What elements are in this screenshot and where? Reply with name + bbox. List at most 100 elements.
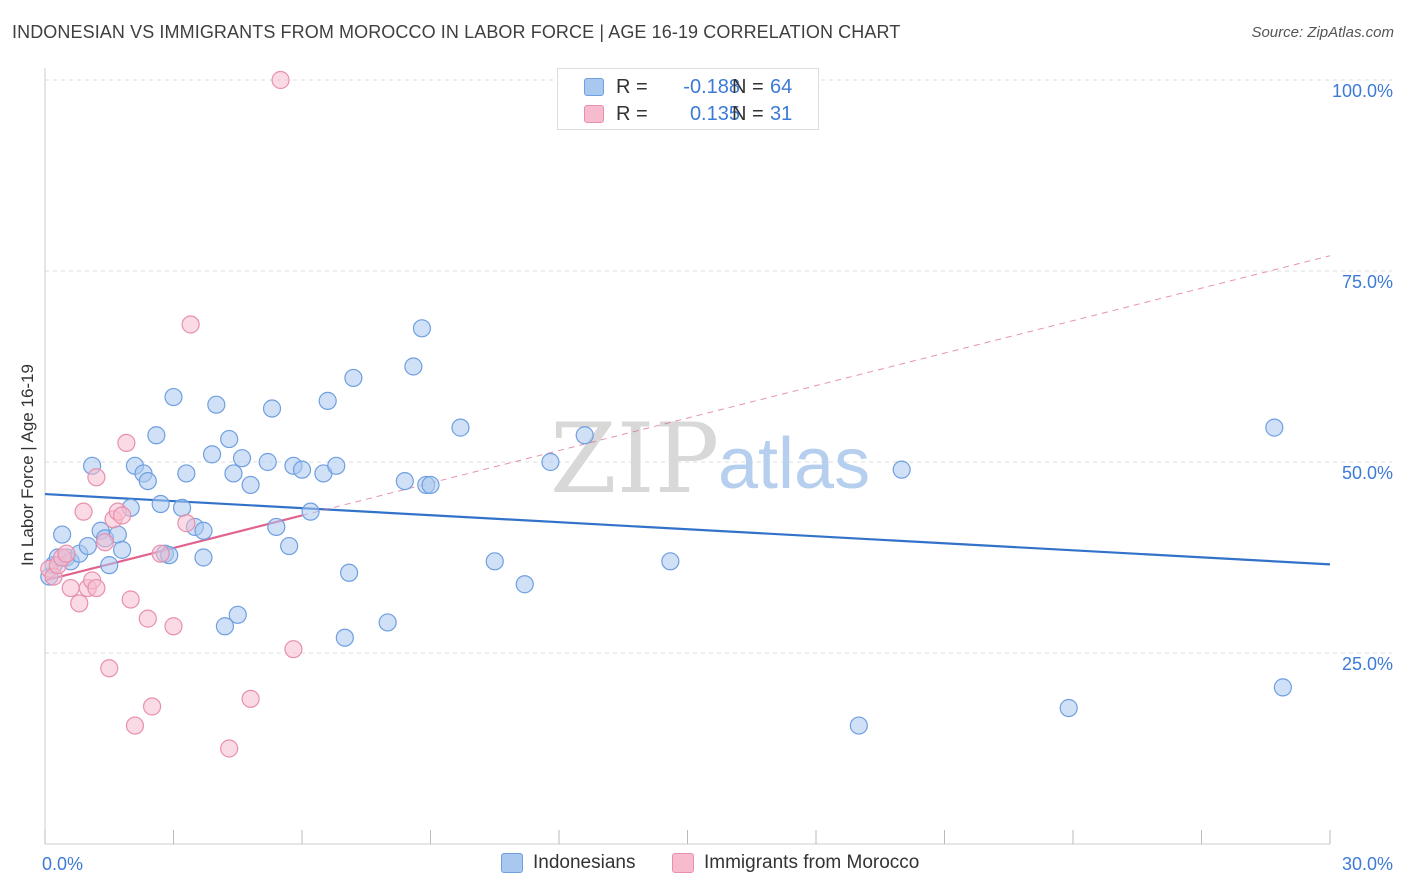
y-tick-label: 100.0% <box>1332 81 1393 101</box>
point-indonesians <box>172 498 192 517</box>
point-morocco <box>220 739 239 758</box>
point-indonesians <box>340 563 359 582</box>
chart-title: INDONESIAN VS IMMIGRANTS FROM MOROCCO IN… <box>12 22 901 42</box>
point-morocco <box>151 544 170 563</box>
legend-r-label: R = <box>616 76 648 98</box>
legend-r-value: -0.188 <box>683 76 740 98</box>
point-morocco <box>61 578 80 598</box>
point-morocco <box>177 514 196 533</box>
point-indonesians <box>258 452 277 472</box>
point-morocco <box>70 594 89 613</box>
point-indonesians <box>194 548 213 567</box>
point-indonesians <box>515 575 534 594</box>
watermark-zip-text: ZIP <box>550 403 719 515</box>
legend-swatch-morocco <box>584 105 604 123</box>
point-indonesians <box>194 521 213 540</box>
source-credit: Source: ZipAtlas.com <box>1251 24 1394 41</box>
point-indonesians <box>301 502 320 521</box>
point-indonesians <box>151 494 170 514</box>
x-tick-label: 30.0% <box>1342 854 1393 874</box>
point-indonesians <box>228 605 247 624</box>
x-tick-label: 0.0% <box>42 854 83 874</box>
point-indonesians <box>177 464 196 483</box>
point-indonesians <box>451 418 470 437</box>
point-indonesians <box>164 387 183 407</box>
point-indonesians <box>412 319 432 338</box>
point-morocco <box>74 502 93 521</box>
gridlines <box>45 79 1392 654</box>
point-morocco <box>164 617 183 636</box>
point-indonesians <box>1059 698 1078 718</box>
point-morocco <box>95 533 115 552</box>
point-indonesians <box>147 426 166 445</box>
point-indonesians <box>485 552 504 571</box>
point-indonesians <box>378 613 397 632</box>
bottom-legend-label-indonesians: Indonesians <box>533 852 636 873</box>
point-morocco <box>57 544 76 563</box>
point-morocco <box>117 433 136 452</box>
point-morocco <box>181 315 200 334</box>
point-indonesians <box>335 628 354 647</box>
point-indonesians <box>395 472 414 491</box>
trend-line-morocco-extended <box>301 255 1331 516</box>
bottom-legend-label-morocco: Immigrants from Morocco <box>704 852 920 873</box>
point-morocco <box>87 468 106 487</box>
point-morocco <box>142 697 162 716</box>
point-indonesians <box>53 525 72 544</box>
point-indonesians <box>344 368 363 388</box>
point-morocco <box>112 506 132 525</box>
point-morocco <box>241 689 260 708</box>
point-indonesians <box>661 552 680 571</box>
point-indonesians <box>892 460 911 479</box>
point-indonesians <box>241 475 260 495</box>
point-indonesians <box>78 536 97 556</box>
point-indonesians <box>224 464 243 483</box>
trend-lines <box>44 255 1331 582</box>
point-indonesians <box>849 716 868 735</box>
point-indonesians <box>1273 678 1292 697</box>
point-indonesians <box>138 472 157 491</box>
legend-r-label: R = <box>616 103 648 125</box>
y-tick-label: 25.0% <box>1342 654 1393 674</box>
point-indonesians <box>1265 418 1284 437</box>
point-morocco <box>100 659 119 678</box>
bottom-legend-swatch-indonesians <box>501 853 523 873</box>
legend-n-value: 31 <box>770 103 793 125</box>
legend-n-value: 64 <box>770 76 793 98</box>
watermark-atlas-text: atlas <box>718 424 870 504</box>
legend-r-value: 0.135 <box>689 103 740 125</box>
point-indonesians <box>280 536 299 556</box>
point-indonesians <box>267 517 286 537</box>
point-indonesians <box>112 540 132 559</box>
point-indonesians <box>292 460 312 479</box>
point-indonesians <box>541 452 560 472</box>
bottom-legend-swatch-morocco <box>672 853 694 873</box>
point-indonesians <box>232 449 252 468</box>
point-indonesians <box>327 456 346 475</box>
stats-legend: R = -0.188 N = 64 R = 0.135 N = 31 <box>557 68 819 130</box>
point-morocco <box>87 578 106 598</box>
point-indonesians <box>318 391 337 410</box>
axes <box>44 68 1331 845</box>
point-indonesians <box>207 395 226 414</box>
legend-n-label: N = <box>732 103 764 125</box>
point-morocco <box>284 640 303 659</box>
y-tick-label: 50.0% <box>1342 463 1393 483</box>
point-morocco <box>271 70 290 90</box>
y-tick-label: 75.0% <box>1342 272 1393 292</box>
legend-n-label: N = <box>732 76 764 98</box>
point-indonesians <box>202 445 222 464</box>
tick-labels: 25.0% 50.0% 75.0% 100.0% 0.0% 30.0% <box>42 81 1393 874</box>
legend-swatch-indonesians <box>584 78 604 96</box>
point-indonesians <box>215 617 234 636</box>
point-indonesians <box>404 357 423 376</box>
point-indonesians <box>100 556 119 575</box>
point-morocco <box>125 716 145 735</box>
point-indonesians <box>262 399 282 418</box>
trend-line-indonesians <box>44 492 1331 566</box>
data-points <box>40 70 1292 758</box>
point-morocco <box>121 590 140 609</box>
watermark: ZIP atlas <box>550 403 870 515</box>
point-indonesians <box>421 475 440 495</box>
